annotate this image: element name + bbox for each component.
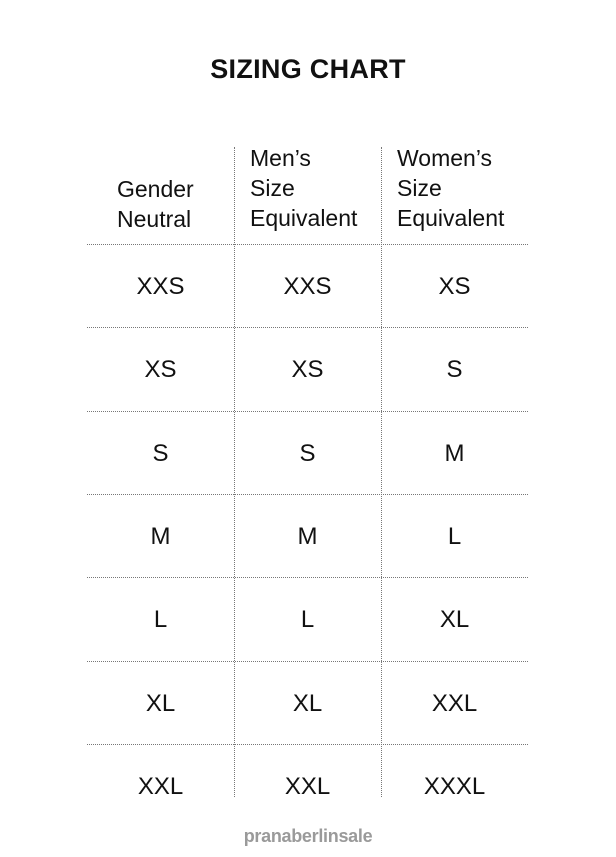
row-divider (87, 327, 528, 329)
table-cell: S (299, 439, 316, 467)
table-cell: S (446, 356, 463, 384)
header-line: Size (397, 175, 442, 201)
table-cell: XS (144, 356, 177, 384)
table-cell: XS (291, 356, 324, 384)
table-cell: L (300, 606, 315, 634)
table-cell: XXL (284, 772, 331, 800)
header-gender-neutral: Gender Neutral (117, 174, 194, 234)
table-cell: XXS (136, 273, 185, 300)
row-divider (87, 244, 528, 245)
table-cell: XL (439, 606, 470, 634)
header-line: Equivalent (397, 205, 505, 231)
table-cell: XXS (283, 273, 332, 300)
table-cell: M (150, 522, 171, 550)
page-title: SIZING CHART (210, 54, 406, 84)
header-line: Size (250, 175, 295, 201)
header-line: Equivalent (250, 205, 358, 231)
table-cell: XXL (431, 689, 478, 717)
row-divider (87, 493, 528, 495)
table-cell: S (152, 439, 169, 467)
table-cell: M (297, 522, 318, 550)
header-line: Gender (117, 176, 194, 202)
column-divider (234, 147, 235, 797)
header-line: Men’s (250, 145, 311, 171)
header-womens-size: Women’s Size Equivalent (397, 143, 504, 233)
table-cell: XL (292, 689, 323, 717)
row-divider (87, 577, 528, 579)
column-divider (381, 147, 382, 797)
header-line: Neutral (117, 206, 192, 232)
table-cell: XL (145, 689, 176, 717)
table-cell: XXL (137, 772, 184, 800)
row-divider (87, 410, 528, 412)
table-cell: L (153, 606, 168, 634)
watermark: pranaberlinsale (243, 826, 373, 846)
table-cell: L (447, 522, 462, 550)
table-cell: XS (438, 273, 471, 300)
header-mens-size: Men’s Size Equivalent (250, 143, 357, 233)
table-cell: M (444, 439, 465, 467)
header-line: Women’s (397, 145, 493, 171)
row-divider (87, 660, 528, 662)
table-cell: XXXL (423, 772, 486, 800)
row-divider (87, 743, 528, 745)
